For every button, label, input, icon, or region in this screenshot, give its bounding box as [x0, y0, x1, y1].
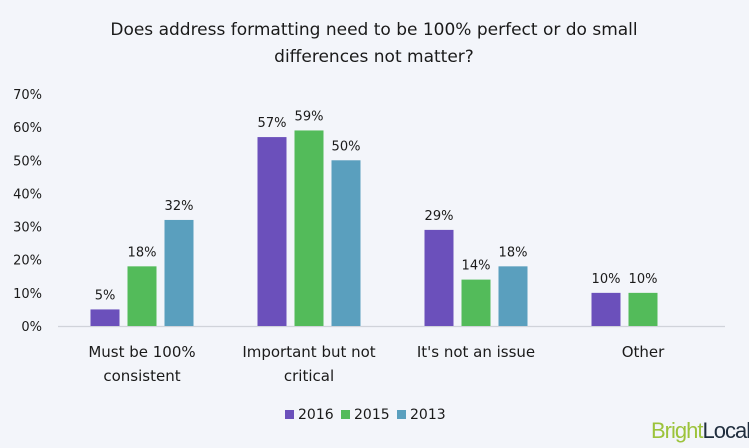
data-label: 29%: [425, 209, 454, 224]
bar-2013-0: [164, 219, 194, 326]
x-category-label: Other: [622, 343, 665, 361]
x-category-label: critical: [284, 367, 334, 385]
y-tick-label: 0%: [21, 320, 42, 335]
y-tick-label: 60%: [13, 121, 42, 136]
y-tick-label: 20%: [13, 254, 42, 269]
logo-part-bright: Bright: [651, 418, 703, 443]
y-tick-label: 70%: [13, 88, 42, 103]
x-category-label: Important but not: [242, 343, 375, 361]
data-label: 57%: [258, 116, 287, 131]
chart-title-line-1: Does address formatting need to be 100% …: [110, 20, 637, 40]
bar-2015-0: [127, 266, 157, 326]
data-label: 18%: [499, 245, 528, 260]
bar-2013-1: [331, 160, 361, 326]
legend-label: 2013: [410, 407, 446, 423]
legend-label: 2015: [354, 407, 390, 423]
data-label: 14%: [462, 259, 491, 274]
legend-swatch-2016: [285, 410, 294, 419]
bar-2016-2: [424, 229, 454, 326]
logo-part-local: Local: [702, 418, 749, 443]
legend-label: 2016: [298, 407, 334, 423]
brightlocal-logo: BrightLocal: [651, 418, 749, 443]
bar-2016-0: [90, 309, 120, 326]
bar-2015-3: [628, 292, 658, 326]
legend-swatch-2015: [341, 410, 350, 419]
data-label: 32%: [165, 199, 194, 214]
y-tick-label: 50%: [13, 154, 42, 169]
x-category-label: consistent: [103, 367, 180, 385]
chart-title-line-2: differences not matter?: [274, 47, 474, 67]
data-label: 10%: [629, 272, 658, 287]
data-label: 59%: [295, 109, 324, 124]
legend-swatch-2013: [397, 410, 406, 419]
bar-2015-2: [461, 279, 491, 326]
y-tick-label: 10%: [13, 287, 42, 302]
bar-2016-1: [257, 137, 287, 326]
y-tick-label: 40%: [13, 187, 42, 202]
bar-2015-1: [294, 130, 324, 326]
y-tick-label: 30%: [13, 221, 42, 236]
bar-2013-2: [498, 266, 528, 326]
x-category-label: It's not an issue: [417, 343, 535, 361]
data-label: 50%: [332, 139, 361, 154]
x-category-label: Must be 100%: [88, 343, 195, 361]
data-label: 5%: [95, 288, 116, 303]
data-label: 18%: [128, 245, 157, 260]
bar-2016-3: [591, 292, 621, 326]
data-label: 10%: [592, 272, 621, 287]
